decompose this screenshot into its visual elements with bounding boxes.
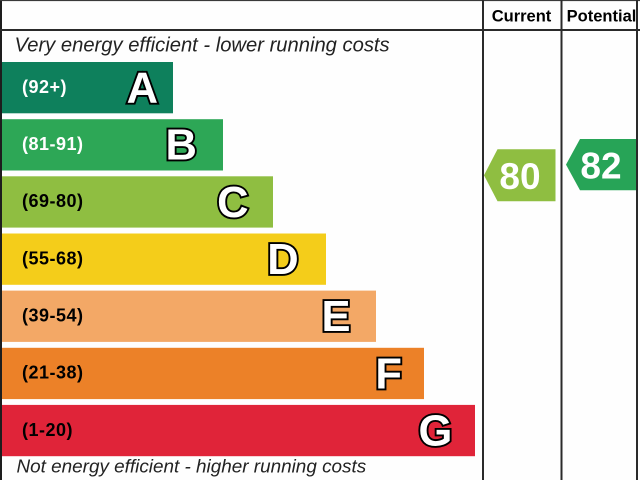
svg-text:E: E [321, 293, 350, 341]
svg-text:(92+): (92+) [22, 77, 67, 97]
svg-text:F: F [375, 350, 402, 398]
svg-text:(81-91): (81-91) [22, 134, 84, 154]
svg-text:Potential: Potential [567, 8, 637, 26]
svg-text:G: G [418, 407, 452, 455]
svg-text:D: D [267, 236, 298, 284]
svg-text:(21-38): (21-38) [22, 363, 84, 383]
svg-text:80: 80 [499, 156, 540, 197]
svg-text:Not energy efficient - higher: Not energy efficient - higher running co… [17, 457, 367, 478]
svg-text:B: B [165, 122, 196, 170]
svg-text:(1-20): (1-20) [22, 420, 73, 440]
svg-text:Very energy efficient - lower: Very energy efficient - lower running co… [15, 34, 390, 56]
svg-text:C: C [217, 179, 248, 227]
svg-text:A: A [127, 65, 158, 113]
svg-text:(69-80): (69-80) [22, 191, 84, 211]
svg-text:Current: Current [492, 8, 552, 26]
svg-text:82: 82 [580, 145, 621, 186]
svg-text:(39-54): (39-54) [22, 306, 84, 326]
svg-text:(55-68): (55-68) [22, 248, 84, 268]
